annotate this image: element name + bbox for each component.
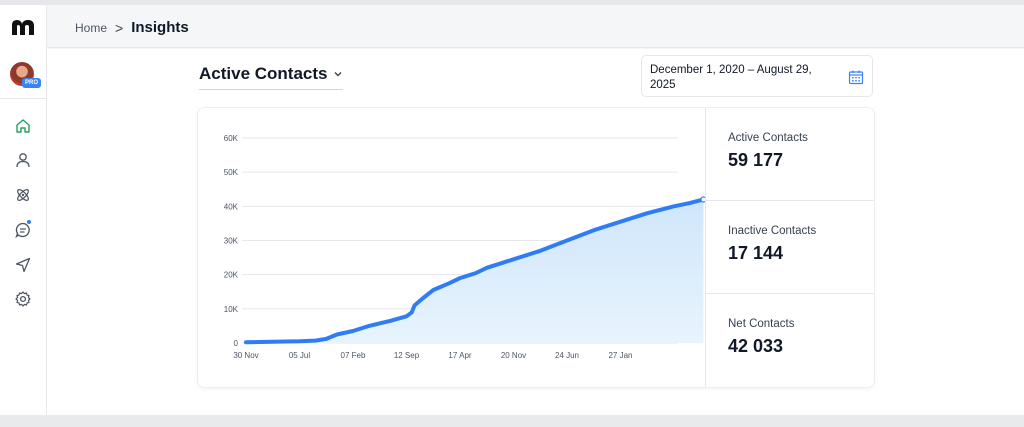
page-title: Insights <box>131 19 189 36</box>
date-range-picker[interactable]: December 1, 2020 – August 29, 2025 <box>641 55 873 97</box>
stat-label: Active Contacts <box>728 132 808 144</box>
y-tick-label: 50K <box>224 168 239 177</box>
chat-icon <box>15 222 30 239</box>
sidebar-item-settings[interactable] <box>14 290 32 308</box>
x-tick-label: 27 Jan <box>608 351 632 360</box>
stat-active-contacts: Active Contacts 59 177 <box>706 108 874 201</box>
stat-value: 42 033 <box>728 336 784 356</box>
gear-icon <box>15 291 31 307</box>
x-tick-label: 24 Jun <box>555 351 579 360</box>
pro-badge: PRO <box>22 78 42 88</box>
user-avatar[interactable]: PRO <box>10 62 42 92</box>
stat-label: Inactive Contacts <box>728 225 817 237</box>
brand-logo[interactable] <box>10 17 38 37</box>
active-contacts-chart: 0 10K 20K 30K 40K 50K 60K 30 Nov 05 Jul 07 Feb 12 … <box>224 134 705 360</box>
top-header: Home > Insights <box>47 5 1024 48</box>
breadcrumb-home[interactable]: Home <box>75 20 108 35</box>
y-tick-label: 10K <box>224 305 239 314</box>
sidebar-item-contacts[interactable] <box>14 151 32 169</box>
sidebar-divider <box>0 98 46 99</box>
metric-selector[interactable]: Active Contacts <box>199 64 344 90</box>
series-area <box>246 199 704 343</box>
top-border <box>0 0 1024 5</box>
notification-dot <box>26 219 32 225</box>
series-line <box>244 197 705 345</box>
stat-value: 59 177 <box>728 150 784 170</box>
series-end-point <box>700 196 705 203</box>
x-tick-label: 07 Feb <box>341 351 366 360</box>
y-tick-label: 60K <box>224 134 239 143</box>
sidebar-item-home[interactable] <box>14 117 32 135</box>
x-tick-label: 20 Nov <box>501 351 526 360</box>
y-tick-label: 30K <box>224 237 239 246</box>
main-content: Active Contacts December 1, 2020 – Augus… <box>47 49 1024 415</box>
stat-label: Net Contacts <box>728 318 795 330</box>
insights-card: 0 10K 20K 30K 40K 50K 60K 30 Nov 05 Jul 07 Feb 12 … <box>198 108 874 387</box>
y-tick-label: 20K <box>224 271 239 280</box>
x-tick-label: 30 Nov <box>233 351 258 360</box>
x-tick-label: 17 Apr <box>448 351 471 360</box>
atom-icon <box>17 189 29 201</box>
sidebar: PRO <box>0 5 47 415</box>
sidebar-item-automations[interactable] <box>14 186 32 204</box>
chart-panel: 0 10K 20K 30K 40K 50K 60K 30 Nov 05 Jul 07 Feb 12 … <box>198 108 705 387</box>
date-range-text: December 1, 2020 – August 29, 2025 <box>650 64 812 91</box>
user-icon <box>16 153 30 168</box>
stats-panel: Active Contacts 59 177 Inactive Contacts… <box>705 108 874 387</box>
breadcrumb: Home > Insights <box>75 19 189 36</box>
x-tick-label: 05 Jul <box>289 351 311 360</box>
sidebar-item-conversations[interactable] <box>14 219 32 239</box>
sidebar-item-campaigns[interactable] <box>14 256 32 274</box>
send-icon <box>15 257 31 273</box>
home-icon <box>16 119 30 133</box>
chevron-down-icon <box>334 72 342 77</box>
breadcrumb-separator: > <box>115 19 124 36</box>
metric-selector-label: Active Contacts <box>199 64 328 83</box>
bottom-edge <box>0 415 1024 427</box>
x-tick-label: 12 Sep <box>394 351 420 360</box>
stat-inactive-contacts: Inactive Contacts 17 144 <box>706 201 874 294</box>
calendar-icon[interactable] <box>848 69 864 85</box>
y-tick-label: 0 <box>234 339 239 348</box>
y-tick-label: 40K <box>224 202 239 211</box>
stat-net-contacts: Net Contacts 42 033 <box>706 294 874 387</box>
stat-value: 17 144 <box>728 243 784 263</box>
